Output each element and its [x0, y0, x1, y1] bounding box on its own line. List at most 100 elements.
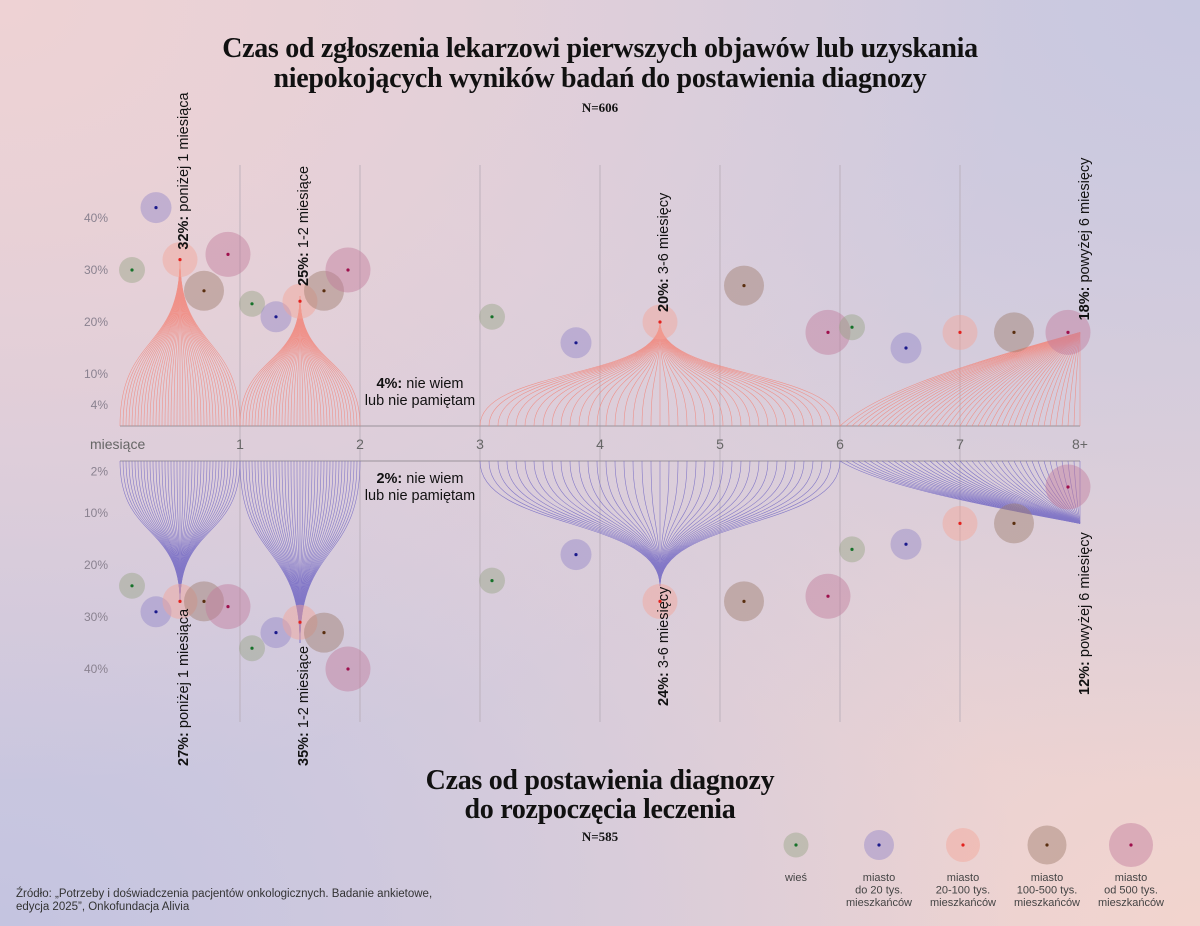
fan-top-3 — [839, 332, 1081, 427]
fan-line — [533, 321, 661, 427]
fan-line — [578, 321, 661, 427]
fan-line — [659, 460, 769, 586]
fan-line — [869, 332, 1081, 427]
bubble-dot — [658, 599, 662, 604]
legend-label: mieszkańców — [1014, 897, 1080, 909]
fan-line — [971, 460, 1081, 524]
top-chart-title: Czas od zgłoszenia lekarzowi pierwszych … — [0, 34, 1200, 94]
bubble-dot — [274, 315, 278, 319]
fan-line — [623, 460, 661, 586]
bubble-dot — [958, 330, 962, 334]
group-pct: 32%: — [176, 216, 192, 250]
bubble-dot — [904, 346, 908, 350]
fan-line — [659, 460, 823, 586]
bubble-dot — [574, 553, 578, 557]
y-tick-label: 40% — [84, 211, 108, 225]
group-range: 3-6 miesięcy — [656, 586, 672, 672]
fan-line — [125, 259, 181, 427]
fan-line — [893, 332, 1081, 427]
fan-line — [659, 460, 778, 586]
bubble-dot — [574, 341, 578, 345]
fan-line — [596, 321, 661, 427]
bubble-dot — [1012, 521, 1016, 526]
fan-line — [146, 460, 181, 602]
bubble-dot — [250, 302, 254, 306]
bubble-dot — [130, 268, 134, 272]
fan-line — [533, 460, 661, 586]
fan-line — [1007, 460, 1081, 524]
bubble-dot — [298, 620, 302, 624]
fan-line — [659, 460, 841, 586]
x-tick-label: 2 — [356, 436, 364, 452]
fan-line — [887, 332, 1081, 427]
bottom-title-line1: Czas od postawienia diagnozy — [425, 765, 775, 796]
fan-line — [152, 259, 181, 427]
fan-line — [1055, 460, 1081, 524]
fan-line — [659, 460, 742, 586]
fan-line — [923, 332, 1081, 427]
fan-line — [935, 332, 1081, 427]
group-pct: 20%: — [656, 278, 672, 312]
x-tick-label: 1 — [236, 436, 244, 452]
bottom-title-line2: do rozpoczęcia leczenia — [464, 794, 736, 825]
bubble-dot — [850, 547, 854, 552]
fan-line — [977, 460, 1081, 524]
fan-line — [569, 460, 661, 586]
group-pct: 12%: — [1077, 661, 1093, 695]
fan-line — [947, 332, 1081, 427]
bubble-dot — [226, 252, 230, 256]
fan-line — [965, 332, 1081, 427]
fan-line — [506, 321, 661, 427]
legend-label: mieszkańców — [846, 897, 912, 909]
fan-line — [1061, 332, 1081, 427]
bubble-dot — [1066, 485, 1070, 489]
fan-line — [497, 321, 661, 427]
legend-label: 20-100 tys. — [936, 885, 990, 897]
group-label-bottom-2: 24%: 3-6 miesięcy — [656, 586, 672, 706]
fan-line — [941, 460, 1081, 524]
fan-line — [989, 460, 1081, 524]
bubble-dot — [826, 594, 830, 598]
fan-line — [1025, 460, 1081, 524]
y-tick-label: 2% — [91, 464, 109, 478]
fan-line — [479, 321, 661, 427]
fan-line — [659, 321, 787, 427]
bubble-dot — [178, 258, 182, 262]
unknown-label-bottom: 2%: nie wiem — [376, 471, 463, 487]
fan-line — [578, 460, 661, 586]
legend-label: mieszkańców — [930, 897, 996, 909]
group-label-top-0: 32%: poniżej 1 miesiąca — [176, 91, 192, 249]
bubble-dot — [490, 579, 494, 583]
fan-line — [929, 332, 1081, 427]
fan-bottom-0 — [119, 460, 241, 602]
fan-line — [515, 460, 661, 586]
fan-bottom-3 — [839, 460, 1081, 524]
legend-dot — [1045, 843, 1049, 847]
top-title-line2: niepokojących wyników badań do postawien… — [273, 63, 927, 94]
x-tick-label: 3 — [476, 436, 484, 452]
fan-line — [143, 259, 181, 427]
fan-line — [134, 259, 181, 427]
group-label-top-3: 18%: powyżej 6 miesięcy — [1077, 157, 1093, 321]
unknown-label-line2: lub nie pamiętam — [365, 488, 475, 504]
fan-line — [659, 321, 715, 427]
fan-line — [1043, 332, 1081, 427]
bubble-dot — [322, 631, 326, 635]
fan-line — [152, 460, 181, 602]
fan-line — [1001, 332, 1081, 427]
bubble-dot — [154, 610, 158, 614]
fan-line — [1019, 460, 1081, 524]
x-tick-label: 5 — [716, 436, 724, 452]
fan-line — [923, 460, 1081, 524]
group-pct: 25%: — [296, 252, 312, 286]
fan-line — [143, 460, 181, 602]
legend-item-0: wieś — [783, 832, 809, 884]
fan-line — [659, 460, 706, 586]
fan-line — [971, 332, 1081, 427]
group-range: poniżej 1 miesiąca — [176, 91, 192, 215]
bubble-dot — [490, 315, 494, 319]
bubble-dot — [742, 599, 746, 604]
group-range: 3-6 miesięcy — [656, 192, 672, 278]
bubble-dot — [202, 289, 206, 293]
